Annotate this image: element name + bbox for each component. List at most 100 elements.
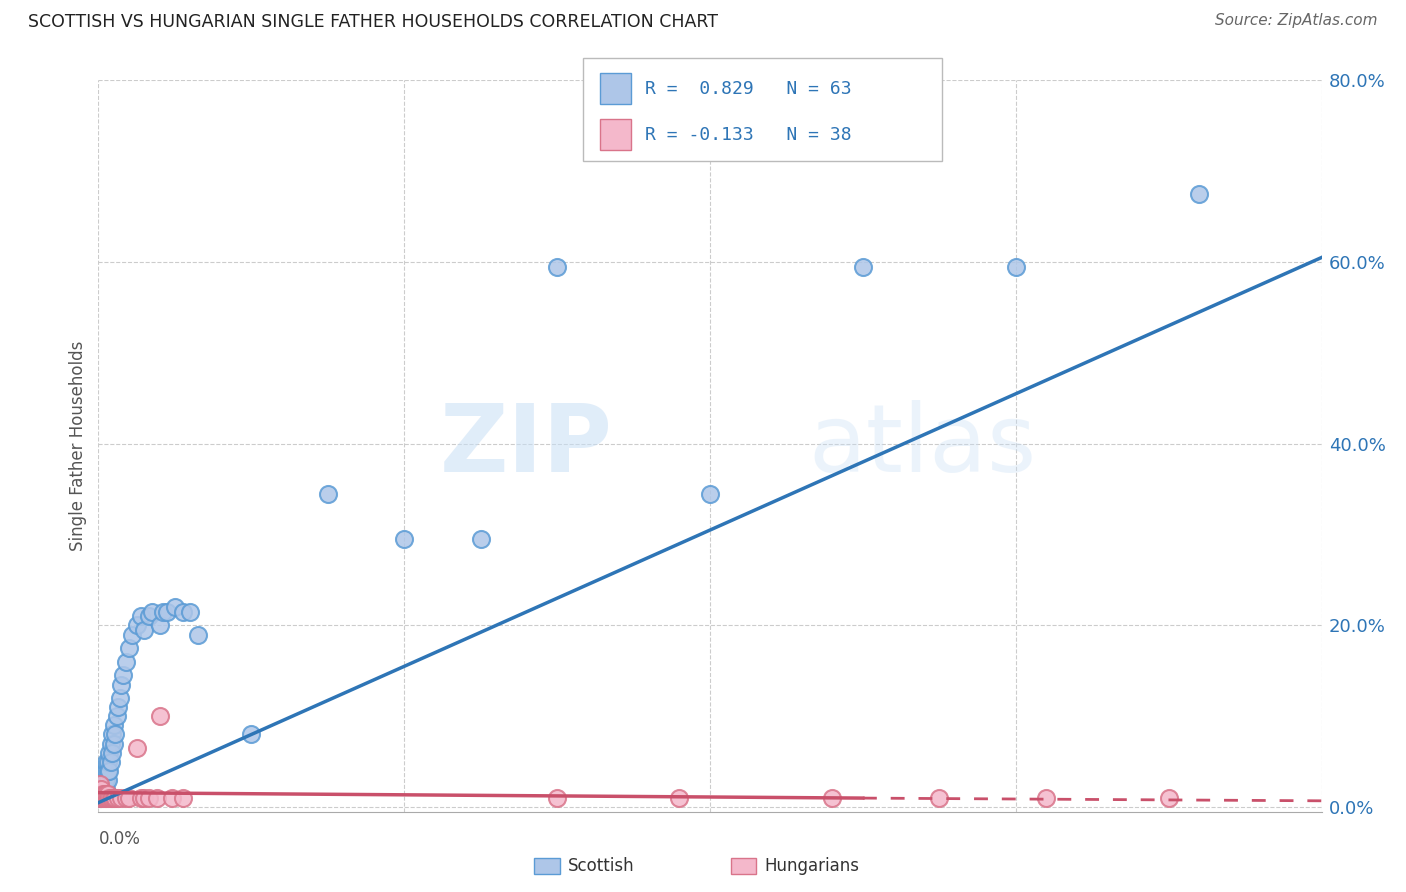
Point <box>134 623 156 637</box>
Point <box>90 791 112 805</box>
Point <box>90 772 112 787</box>
Point <box>138 791 160 805</box>
Point <box>179 605 201 619</box>
Point <box>125 618 148 632</box>
Point <box>110 677 132 691</box>
Point <box>89 791 111 805</box>
Point <box>172 605 194 619</box>
Point <box>94 764 117 778</box>
Point <box>187 627 209 641</box>
Text: Source: ZipAtlas.com: Source: ZipAtlas.com <box>1215 13 1378 29</box>
Point <box>91 777 114 791</box>
Point <box>97 772 120 787</box>
Point <box>101 791 124 805</box>
Point <box>1035 791 1057 805</box>
Point <box>91 782 114 797</box>
Point <box>100 755 122 769</box>
Point <box>104 791 127 805</box>
Text: atlas: atlas <box>808 400 1036 492</box>
Point <box>145 791 167 805</box>
Point <box>699 486 721 500</box>
Point <box>138 609 160 624</box>
Point <box>160 791 183 805</box>
Point <box>98 764 121 778</box>
Point <box>89 787 111 801</box>
Point <box>90 777 112 791</box>
Point <box>93 764 115 778</box>
Point <box>316 486 339 500</box>
Point <box>91 791 114 805</box>
Point <box>392 532 416 546</box>
Point <box>91 787 114 801</box>
Point <box>94 772 117 787</box>
Point <box>97 764 120 778</box>
Point <box>152 605 174 619</box>
Point <box>89 787 111 801</box>
Point <box>118 641 141 656</box>
Point <box>89 782 111 797</box>
Point <box>821 791 844 805</box>
Point <box>105 709 128 723</box>
Point <box>1004 260 1026 274</box>
Point <box>1188 186 1211 201</box>
Point <box>90 787 112 801</box>
Point <box>97 787 120 801</box>
Point <box>89 791 111 805</box>
Point <box>1157 791 1180 805</box>
Text: R =  0.829   N = 63: R = 0.829 N = 63 <box>645 79 852 98</box>
Point <box>141 605 163 619</box>
Y-axis label: Single Father Households: Single Father Households <box>69 341 87 551</box>
Point <box>103 718 125 732</box>
Point <box>103 737 125 751</box>
Point <box>125 741 148 756</box>
Point <box>100 737 122 751</box>
Point <box>156 605 179 619</box>
Point <box>149 618 172 632</box>
Point <box>852 260 875 274</box>
Point <box>90 787 112 801</box>
Point <box>121 627 143 641</box>
Point <box>103 791 125 805</box>
Text: SCOTTISH VS HUNGARIAN SINGLE FATHER HOUSEHOLDS CORRELATION CHART: SCOTTISH VS HUNGARIAN SINGLE FATHER HOUS… <box>28 13 718 31</box>
Point <box>94 791 117 805</box>
Point <box>546 260 568 274</box>
Point <box>100 791 122 805</box>
Point <box>172 791 194 805</box>
Point <box>107 791 129 805</box>
Text: 0.0%: 0.0% <box>98 830 141 848</box>
Point <box>98 791 121 805</box>
Point <box>163 600 186 615</box>
Point <box>94 782 117 797</box>
Point <box>93 782 115 797</box>
Point <box>129 609 152 624</box>
Point <box>104 727 127 741</box>
Text: ZIP: ZIP <box>439 400 612 492</box>
Point <box>101 727 124 741</box>
Point <box>90 782 112 797</box>
Point <box>91 772 114 787</box>
Point <box>240 727 263 741</box>
Text: R = -0.133   N = 38: R = -0.133 N = 38 <box>645 126 852 144</box>
Point <box>149 709 172 723</box>
Point <box>118 791 141 805</box>
Point <box>91 791 114 805</box>
Point <box>93 791 115 805</box>
Point <box>107 700 129 714</box>
Point <box>97 791 120 805</box>
Point <box>668 791 690 805</box>
Point <box>93 787 115 801</box>
Point <box>93 772 115 787</box>
Point <box>89 777 111 791</box>
Point <box>134 791 156 805</box>
Point <box>108 691 131 706</box>
Point <box>94 787 117 801</box>
Text: Scottish: Scottish <box>568 857 634 875</box>
Point <box>97 755 120 769</box>
Point <box>928 791 950 805</box>
Point <box>90 782 112 797</box>
Point <box>115 655 138 669</box>
Point <box>110 791 132 805</box>
Point <box>546 791 568 805</box>
Point <box>91 787 114 801</box>
Text: Hungarians: Hungarians <box>765 857 860 875</box>
